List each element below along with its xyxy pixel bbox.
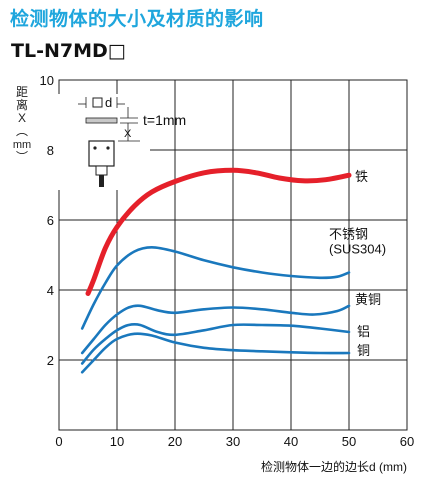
x-tick-label: 0 xyxy=(55,434,62,449)
y-tick-label: 2 xyxy=(47,353,54,368)
series-label: 黄铜 xyxy=(355,292,381,307)
y-axis-label-char: mm xyxy=(13,139,31,151)
model-subtitle: TL-N7MD□ xyxy=(11,40,126,62)
y-tick-label: 6 xyxy=(47,213,54,228)
y-axis-label-char: ︶ xyxy=(16,150,28,164)
series-line xyxy=(80,322,351,365)
sensor-body xyxy=(88,140,115,167)
y-axis-label-char: 离 xyxy=(16,97,28,112)
x-tick-label: 30 xyxy=(226,434,240,449)
inset-label-t: t=1mm xyxy=(143,112,186,128)
plot-grid xyxy=(58,79,408,431)
y-axis-label-char: X xyxy=(18,111,26,125)
y-tick-label: 8 xyxy=(47,143,54,158)
y-tick-labels: 2 4 6 8 10 xyxy=(40,73,54,368)
y-axis-label: 距离X︵mm︶ xyxy=(13,85,31,164)
x-tick-label: 40 xyxy=(284,434,298,449)
y-tick-label: 4 xyxy=(47,283,54,298)
sensor-cable xyxy=(99,175,104,187)
sensor-inset-diagram: d t=1mm X xyxy=(58,94,186,190)
series-label: 铝 xyxy=(357,324,370,339)
x-tick-labels: 0 10 20 30 40 50 60 xyxy=(55,434,414,449)
x-tick-label: 50 xyxy=(342,434,356,449)
inset-label-d: d xyxy=(105,95,112,110)
y-axis-label-char: ︵ xyxy=(16,124,28,138)
series-lines xyxy=(80,167,352,374)
series-line xyxy=(80,304,351,355)
series-label: 不锈钢(SUS304) xyxy=(329,227,386,257)
y-axis-label-char: 距 xyxy=(16,85,28,99)
target-plate xyxy=(85,117,118,124)
series-label: 铜 xyxy=(357,343,370,358)
y-tick-label: 10 xyxy=(40,73,54,88)
x-tick-label: 60 xyxy=(400,434,414,449)
x-tick-label: 10 xyxy=(110,434,124,449)
series-line xyxy=(85,167,352,296)
series-line xyxy=(80,245,351,330)
square-icon xyxy=(92,97,103,108)
x-tick-label: 20 xyxy=(168,434,182,449)
series-line xyxy=(80,332,351,374)
x-axis-label: 检测物体一边的边长d (mm) xyxy=(261,459,407,474)
inset-label-x: X xyxy=(124,128,132,140)
series-label: 铁 xyxy=(355,169,368,184)
page-title: 检测物体的大小及材质的影响 xyxy=(10,8,264,30)
